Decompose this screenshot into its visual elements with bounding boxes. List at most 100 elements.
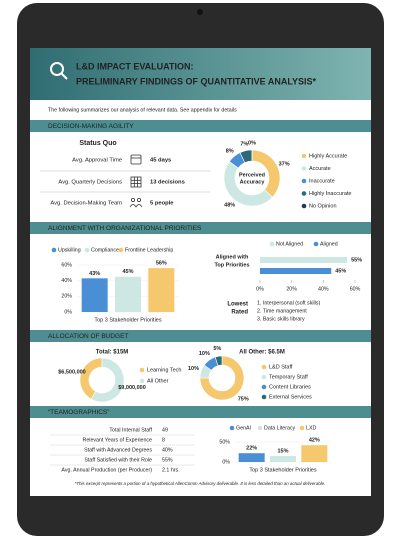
row-label: Staff with Advanced Degrees — [84, 447, 152, 453]
row-value: 2.1 hrs. — [162, 467, 180, 473]
status-icons — [129, 154, 143, 208]
row-value: 40% — [162, 447, 173, 453]
value-label: 45% — [335, 268, 346, 274]
x-tick-label: 40% — [318, 286, 329, 292]
y-tick-label: 40% — [61, 278, 72, 284]
legend-swatch — [139, 367, 145, 373]
bar — [148, 268, 175, 312]
title: PRELIMINARY FINDINGS OF QUANTITATIVE ANA… — [76, 76, 317, 86]
value-label: $6,500,000 — [58, 370, 86, 376]
x-tick-label: 60% — [350, 286, 361, 292]
section-heading: “TEAMOGRAPHICS” — [48, 409, 109, 416]
value-label: 45% — [122, 269, 133, 275]
value-label: 22% — [246, 446, 257, 452]
value-label: $9,000,000 — [118, 385, 146, 391]
bar — [238, 453, 265, 462]
legend-swatch — [84, 247, 90, 253]
bar — [270, 456, 296, 462]
legend-swatch — [51, 247, 57, 253]
lowest-item: 3. Basic skills library — [257, 316, 305, 322]
legend-swatch — [229, 425, 235, 431]
legend-label: All Other — [147, 378, 169, 384]
value-label: 37% — [279, 162, 290, 168]
section-bar — [30, 330, 371, 342]
table-title: Status Quo — [79, 140, 116, 147]
intro: The following summarizes our analysis of… — [48, 107, 237, 113]
value-label: 8% — [226, 148, 234, 154]
value-label: 75% — [238, 397, 249, 403]
section-heading: ALIGNMENT WITH ORGANIZATIONAL PRIORITIES — [48, 225, 202, 232]
legend-swatch — [139, 378, 145, 384]
bar — [260, 257, 348, 263]
header-band — [30, 48, 371, 100]
chart-label: Aligned with — [216, 254, 249, 260]
camera — [197, 9, 203, 15]
value-label: 56% — [156, 261, 167, 267]
legend-swatch — [261, 374, 267, 380]
row-label: Avg. Decision-Making Team — [50, 201, 122, 207]
section-bar — [30, 406, 371, 418]
value-label: 0% — [248, 140, 256, 146]
x-axis-label: Top 3 Stakeholder Priorities — [94, 317, 162, 323]
donut-slice — [214, 355, 223, 367]
row-value: 5 people — [150, 201, 174, 207]
row-label: Relevant Years of Experience — [83, 437, 153, 443]
legend-label: No Opinion — [309, 203, 337, 209]
row-label: Avg. Annual Production (per Producer) — [61, 467, 152, 473]
legend-label: L&D Staff — [269, 364, 293, 370]
row-value: 55% — [162, 457, 173, 463]
legend-swatch — [301, 153, 307, 159]
bar — [301, 445, 328, 462]
chart-label: Top Priorities — [214, 262, 249, 268]
search-icon — [50, 62, 68, 80]
donut-center: Perceived — [239, 172, 265, 178]
row-value: 49 — [162, 427, 168, 433]
donut-slice — [90, 357, 125, 403]
bar — [260, 268, 332, 274]
legend-swatch — [118, 247, 124, 253]
value-label: 15% — [277, 448, 288, 454]
donut-center: Accuracy — [240, 179, 266, 185]
legend-label: Upskilling — [58, 247, 81, 253]
value-label: 10% — [188, 366, 199, 372]
legend-label: Highly Accurate — [309, 153, 347, 159]
legend-label: Frontline Leadership — [125, 247, 173, 253]
bar — [81, 278, 108, 312]
legend-label: Accurate — [309, 166, 331, 172]
legend-label: LXD — [306, 425, 316, 431]
value-label: 43% — [89, 271, 100, 277]
y-tick-label: 20% — [61, 294, 72, 300]
legend-swatch — [261, 384, 267, 390]
row-label: Avg. Approval Time — [72, 158, 122, 164]
footnote: *This excerpt represents a portion of a … — [75, 481, 326, 486]
legend-swatch — [301, 166, 307, 171]
value-label: 42% — [309, 438, 320, 444]
y-tick-label: 60% — [61, 262, 72, 268]
legend-label: Data Literacy — [264, 425, 296, 431]
bar — [115, 276, 141, 312]
section-heading: DECISION-MAKING AGILITY — [48, 123, 134, 130]
title: L&D IMPACT EVALUATION: — [76, 61, 194, 71]
section-bar — [30, 120, 371, 132]
legend-swatch — [257, 425, 263, 431]
lowest-label: Rated — [231, 310, 248, 316]
y-tick-label: 0% — [222, 459, 230, 465]
lowest-item: 2. Time management — [257, 308, 307, 314]
legend-swatch — [261, 364, 267, 370]
legend-swatch — [301, 191, 307, 196]
section-heading: ALLOCATION OF BUDGET — [48, 333, 128, 340]
x-axis-label: Top 3 Stakeholder Priorities — [249, 467, 317, 473]
legend-label: Temporary Staff — [269, 374, 308, 380]
donut-slice — [223, 161, 273, 207]
legend-label: External Services — [269, 394, 312, 400]
legend-label: Content Libraries — [269, 384, 311, 390]
row-value: 13 decisions — [150, 180, 185, 186]
row-label: Avg. Quarterly Decisions — [58, 180, 122, 186]
row-label: Staff Satisfied with their Role — [84, 457, 152, 463]
value-label: 48% — [224, 202, 235, 208]
legend-swatch — [261, 394, 267, 400]
row-value: 8 — [162, 437, 165, 443]
x-tick-label: 20% — [286, 286, 297, 292]
donut-title: Total: $15M — [96, 350, 129, 356]
